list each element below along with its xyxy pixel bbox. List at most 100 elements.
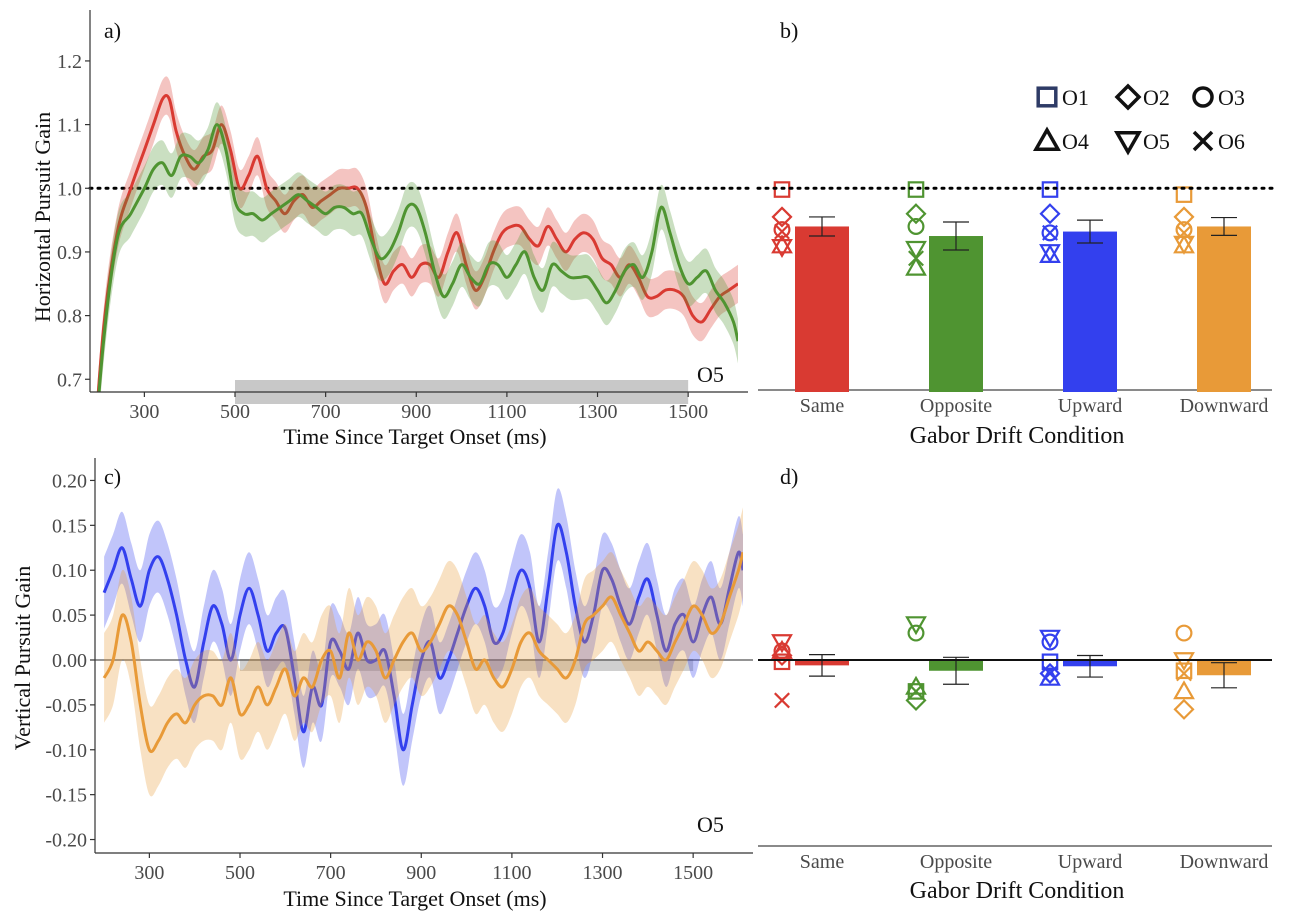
observer-diamond-marker: [1173, 698, 1195, 720]
observer-triangle-up-marker: [905, 256, 927, 276]
y-tick-label: 0.05: [52, 605, 87, 627]
observer-cross-marker: [1042, 665, 1058, 682]
x-tick-label: 1500: [673, 862, 713, 884]
series-1-ci-band: [97, 102, 738, 392]
observer-cross-marker-stroke-2: [908, 250, 924, 267]
y-tick-label: 1.1: [57, 115, 82, 137]
observer-triangle-down-marker: [771, 634, 793, 654]
category-label: Downward: [1180, 851, 1269, 873]
y-tick-label: 0.10: [52, 560, 87, 582]
legend-diamond-icon: [1114, 83, 1142, 111]
observer-cross-marker: [774, 692, 790, 709]
x-tick-label: 700: [316, 862, 346, 884]
legend-circle-icon: [1192, 86, 1214, 108]
panel-d-label: d): [780, 464, 798, 489]
observer-cross-marker: [908, 683, 924, 700]
x-tick-label: 1500: [668, 401, 708, 423]
y-tick-label: 0.20: [52, 470, 87, 492]
series-0-ci-band: [104, 488, 743, 786]
observer-cross-marker: [1042, 224, 1058, 241]
x-tick-label: 500: [220, 401, 250, 423]
panel-c-series-group: [102, 488, 743, 797]
observer-cross-marker: [1176, 665, 1192, 682]
legend-cross-stroke-2: [1192, 130, 1214, 152]
category-label: Upward: [1058, 851, 1122, 873]
observer-diamond-marker: [1039, 662, 1061, 685]
x-tick-label: 300: [129, 401, 159, 423]
x-tick-label: 700: [311, 401, 341, 423]
y-tick-label: -0.05: [45, 695, 87, 717]
observer-triangle-down-marker: [905, 616, 927, 636]
observer-square-marker: [1175, 662, 1193, 680]
observer-square-marker: [907, 181, 925, 198]
observer-cross-marker-stroke-2: [774, 692, 790, 709]
x-tick-label: 500: [225, 862, 255, 884]
observer-diamond-marker: [771, 206, 793, 228]
legend-circle-shape: [1192, 86, 1214, 108]
observer-cross-marker-stroke-2: [1176, 665, 1192, 682]
observer-legend: O1 O2 O3 O4 O5 O6: [1032, 83, 1245, 156]
legend-label: O5: [1143, 129, 1170, 154]
observer-triangle-down-marker: [1039, 629, 1061, 649]
observer-cross-marker-stroke-2: [1176, 224, 1192, 241]
panel-a-time-series-horizontal: 300 500 700 900 1100 1300 1500 0.7 0.8 0.9 1.0 1.1 1…: [57, 10, 750, 423]
observer-square-marker: [773, 653, 791, 671]
x-tick-label: 900: [401, 401, 431, 423]
observer-cross-marker-stroke-2: [1042, 224, 1058, 241]
observer-cross-marker: [908, 250, 924, 267]
x-tick-label: 1100: [487, 401, 526, 423]
y-tick-label: -0.20: [45, 830, 87, 852]
bar-upward: [1063, 231, 1117, 392]
legend-cross-icon: [1192, 130, 1214, 152]
panel-b-label: b): [780, 18, 798, 43]
panel-d-xlabel: Gabor Drift Condition: [910, 878, 1125, 904]
panel-b-bar-horizontal: Same Opposite Upward Downward: [756, 181, 1274, 417]
analysis-window-bar: [240, 658, 694, 671]
observer-diamond-marker: [1039, 203, 1061, 225]
x-tick-label: 1300: [583, 862, 623, 884]
panel-d-bar-vertical: Same Opposite Upward Downward: [758, 616, 1272, 873]
x-tick-label: 900: [406, 862, 436, 884]
observer-triangle-up-marker: [1173, 680, 1195, 700]
category-label: Upward: [1058, 395, 1122, 417]
panel-a-annotation: O5: [697, 362, 724, 387]
bar-opposite: [929, 236, 983, 392]
observer-circle-marker: [1041, 224, 1059, 242]
legend-label: O2: [1143, 85, 1170, 110]
panel-a-ylabel: Horizontal Pursuit Gain: [30, 112, 55, 322]
y-tick-label: 1.2: [57, 51, 82, 73]
legend-triangle-down-shape: [1113, 131, 1143, 156]
y-tick-label: 0.15: [52, 515, 87, 537]
observer-diamond-marker: [1173, 206, 1195, 228]
observer-cross-marker-stroke-2: [1042, 665, 1058, 682]
observer-cross-marker-stroke-2: [774, 223, 790, 240]
panel-c-ylabel: Vertical Pursuit Gain: [10, 566, 35, 751]
x-tick-label: 300: [134, 862, 164, 884]
observer-triangle-up-marker: [771, 639, 793, 659]
observer-diamond-marker: [905, 203, 927, 225]
observer-triangle-down-marker: [1173, 235, 1195, 255]
y-tick-label: -0.10: [45, 740, 87, 762]
observer-circle-marker: [907, 217, 925, 235]
observer-circle-marker: [1041, 633, 1059, 651]
legend-diamond-shape: [1114, 83, 1142, 111]
legend-label: O4: [1062, 129, 1089, 154]
panel-c-label: c): [104, 464, 121, 489]
x-tick-label: 1100: [492, 862, 531, 884]
panel-c-time-series-vertical: 300 500 700 900 1100 1300 1500 -0.20 -0.15 -0.10 -…: [45, 458, 753, 884]
observer-cross-marker: [774, 223, 790, 240]
category-label: Downward: [1180, 395, 1269, 417]
bar-same: [795, 226, 849, 392]
legend-triangle-down-icon: [1113, 131, 1143, 156]
observer-triangle-down-marker: [1039, 244, 1061, 264]
panel-a-label: a): [104, 18, 121, 43]
panel-a-series-group: [96, 76, 738, 392]
y-tick-label: 1.0: [57, 178, 82, 200]
y-tick-label: -0.15: [45, 785, 87, 807]
legend-square-shape: [1036, 86, 1058, 108]
bar-downward: [1197, 226, 1251, 392]
series-1-line: [102, 551, 743, 754]
panel-c-annotation: O5: [697, 812, 724, 837]
